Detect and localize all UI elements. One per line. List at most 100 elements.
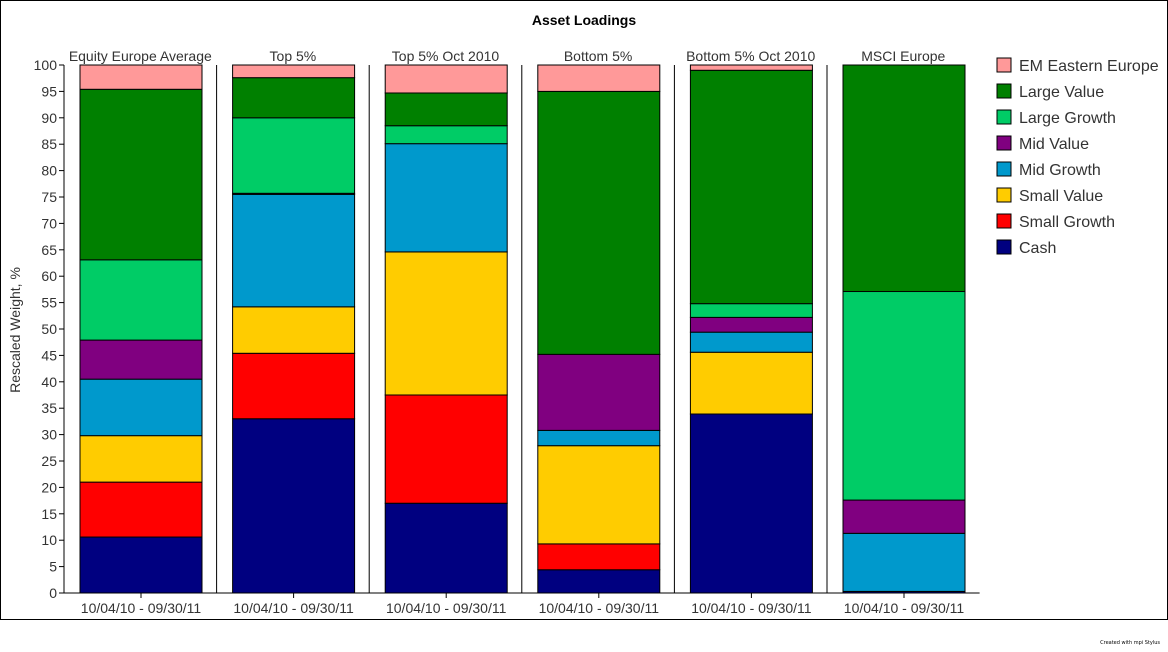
legend-label-large-growth: Large Growth <box>1019 110 1116 127</box>
bar-segment-large-growth <box>232 117 356 194</box>
y-tick-label: 5 <box>49 559 57 575</box>
panel-title: Bottom 5% <box>564 48 632 64</box>
bar-segment-large-value <box>384 92 508 127</box>
legend-label-mid-growth: Mid Growth <box>1019 162 1101 179</box>
bar-segment-mid-growth <box>79 378 203 437</box>
bar-segment-large-growth <box>689 303 813 318</box>
panel-title: MSCI Europe <box>861 48 945 64</box>
bar-segment-mid-growth <box>842 532 966 592</box>
panel-title: Bottom 5% Oct 2010 <box>686 48 815 64</box>
bar-segment-small-value <box>537 445 661 545</box>
bar-segment-em-eastern-europe <box>384 64 508 94</box>
y-tick-label: 50 <box>41 321 57 337</box>
panel-top-5: Top 5% 10/04/10 - 09/30/11 <box>232 48 356 616</box>
bar-segment-large-growth <box>384 125 508 145</box>
bar-segment-cash <box>384 502 508 594</box>
footer-note: Created with mpi Stylus <box>1100 640 1160 646</box>
panel-title: Top 5% <box>270 48 317 64</box>
legend-label-mid-value: Mid Value <box>1019 136 1089 153</box>
bar-segment-cash <box>689 413 813 594</box>
y-tick-label: 45 <box>41 347 57 363</box>
bar-segment-em-eastern-europe <box>79 64 203 90</box>
y-tick-label: 0 <box>49 585 57 601</box>
y-tick-label: 35 <box>41 400 57 416</box>
bar-segment-small-value <box>232 306 356 354</box>
legend-label-large-value: Large Value <box>1019 84 1104 101</box>
y-tick-label: 100 <box>34 57 58 73</box>
chart-title: Asset Loadings <box>532 12 636 28</box>
legend-swatch-large-growth <box>996 109 1012 125</box>
legend-label-em-eastern-europe: EM Eastern Europe <box>1019 58 1159 75</box>
panel-msci-europe: MSCI Europe 10/04/10 - 09/30/11 <box>842 48 966 616</box>
bar-segment-cash <box>232 418 356 594</box>
y-tick-label: 65 <box>41 242 57 258</box>
y-tick-label: 15 <box>41 506 57 522</box>
y-tick-label: 10 <box>41 532 57 548</box>
legend-swatch-cash <box>996 239 1012 255</box>
panel-top-5-oct-2010: Top 5% Oct 2010 10/04/10 - 09/30/11 <box>384 48 508 616</box>
asset-loadings-chart: Asset Loadings Rescaled Weight, % 0 5 10 15… <box>7 12 1159 616</box>
bar-segment-mid-growth <box>689 331 813 353</box>
x-tick-label: 10/04/10 - 09/30/11 <box>386 600 507 616</box>
bar-segment-small-value <box>689 351 813 415</box>
bar-segment-mid-value <box>537 353 661 431</box>
bar-segment-large-value <box>79 88 203 261</box>
bar-segment-mid-value <box>79 339 203 380</box>
bar-segment-small-growth <box>384 394 508 504</box>
x-tick-label: 10/04/10 - 09/30/11 <box>844 600 965 616</box>
bar-segment-mid-value <box>842 499 966 534</box>
y-axis: 0 5 10 15 20 25 30 35 40 45 50 55 60 65 70 75 80 85 90 95 10… <box>34 57 65 601</box>
bar-segment-large-value <box>842 64 966 293</box>
legend-swatch-small-growth <box>996 213 1012 229</box>
bar-segment-large-value <box>232 77 356 119</box>
panel-bottom-5: Bottom 5% 10/04/10 - 09/30/11 <box>537 48 661 616</box>
x-tick-label: 10/04/10 - 09/30/11 <box>233 600 354 616</box>
panel-equity-europe-average: Equity Europe Average 10/04/10 - 09/30/11 <box>69 48 212 616</box>
bar-segment-em-eastern-europe <box>537 64 661 92</box>
bar-segment-cash <box>79 536 203 594</box>
y-tick-label: 70 <box>41 215 57 231</box>
bar-segment-mid-value <box>689 316 813 333</box>
y-tick-label: 80 <box>41 163 57 179</box>
bar-segment-mid-growth <box>384 143 508 253</box>
bar-segment-large-growth <box>842 291 966 501</box>
legend-label-cash: Cash <box>1019 240 1056 257</box>
bar-segment-small-value <box>79 435 203 483</box>
x-tick-label: 10/04/10 - 09/30/11 <box>691 600 812 616</box>
bar-segment-large-value <box>689 69 813 305</box>
legend-swatch-small-value <box>996 187 1012 203</box>
y-tick-label: 95 <box>41 83 57 99</box>
panel-title: Equity Europe Average <box>69 48 212 64</box>
legend-swatch-mid-value <box>996 135 1012 151</box>
x-tick-label: 10/04/10 - 09/30/11 <box>539 600 660 616</box>
chart-frame: Asset Loadings Rescaled Weight, % 0 5 10 15… <box>0 0 1168 620</box>
panel-title: Top 5% Oct 2010 <box>392 48 500 64</box>
bar-segment-cash <box>537 569 661 594</box>
legend: EM Eastern Europe Large Value Large Growth… <box>996 57 1159 257</box>
y-tick-label: 85 <box>41 136 57 152</box>
chart-panels: Equity Europe Average 10/04/10 - 09/30/11… <box>64 48 980 616</box>
legend-label-small-value: Small Value <box>1019 188 1103 205</box>
y-tick-label: 30 <box>41 427 57 443</box>
legend-swatch-mid-growth <box>996 161 1012 177</box>
bar-segment-small-growth <box>232 352 356 420</box>
bar-segment-em-eastern-europe <box>689 64 813 71</box>
legend-label-small-growth: Small Growth <box>1019 214 1115 231</box>
y-tick-label: 75 <box>41 189 57 205</box>
y-tick-label: 20 <box>41 479 57 495</box>
bar-segment-small-value <box>384 251 508 396</box>
legend-swatch-em-eastern-europe <box>996 57 1012 73</box>
y-tick-label: 60 <box>41 268 57 284</box>
y-tick-label: 40 <box>41 374 57 390</box>
bar-segment-large-value <box>537 90 661 355</box>
y-tick-label: 90 <box>41 110 57 126</box>
bar-segment-mid-growth <box>232 193 356 308</box>
bar-segment-large-growth <box>79 259 203 341</box>
panel-bottom-5-oct-2010: Bottom 5% Oct 2010 10/04/10 - 09/30/11 <box>686 48 815 616</box>
bar-segment-mid-growth <box>537 429 661 447</box>
y-tick-label: 25 <box>41 453 57 469</box>
y-tick-label: 55 <box>41 295 57 311</box>
bar-segment-small-growth <box>79 481 203 538</box>
x-tick-label: 10/04/10 - 09/30/11 <box>81 600 202 616</box>
bar-segment-small-growth <box>537 543 661 571</box>
